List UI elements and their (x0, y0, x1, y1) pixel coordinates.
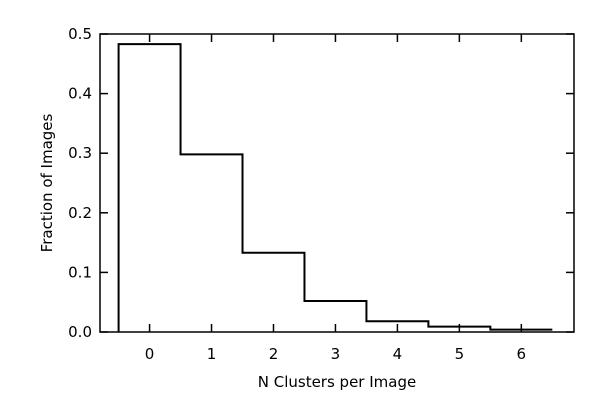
histogram-outline (117, 43, 553, 332)
y-tick-label: 0.3 (68, 144, 92, 162)
y-tick-label: 0.5 (68, 25, 92, 43)
x-axis: 0 1 2 3 4 5 6 (145, 34, 526, 363)
x-tick-label: 2 (269, 345, 279, 363)
x-tick-label: 5 (455, 345, 465, 363)
x-tick-label: 4 (393, 345, 403, 363)
x-tick-label: 6 (517, 345, 527, 363)
y-tick-label: 0.4 (68, 85, 92, 103)
x-axis-title: N Clusters per Image (258, 373, 416, 391)
y-tick-label: 0.2 (68, 204, 92, 222)
plot-frame (99, 33, 575, 333)
y-tick-label: 0.1 (68, 263, 92, 281)
y-tick-label: 0.0 (68, 323, 92, 341)
y-axis: 0.0 0.1 0.2 0.3 0.4 0.5 (68, 25, 574, 341)
y-axis-title: Fraction of Images (38, 113, 56, 252)
x-tick-label: 0 (145, 345, 155, 363)
x-tick-label: 1 (207, 345, 217, 363)
x-tick-label: 3 (331, 345, 341, 363)
